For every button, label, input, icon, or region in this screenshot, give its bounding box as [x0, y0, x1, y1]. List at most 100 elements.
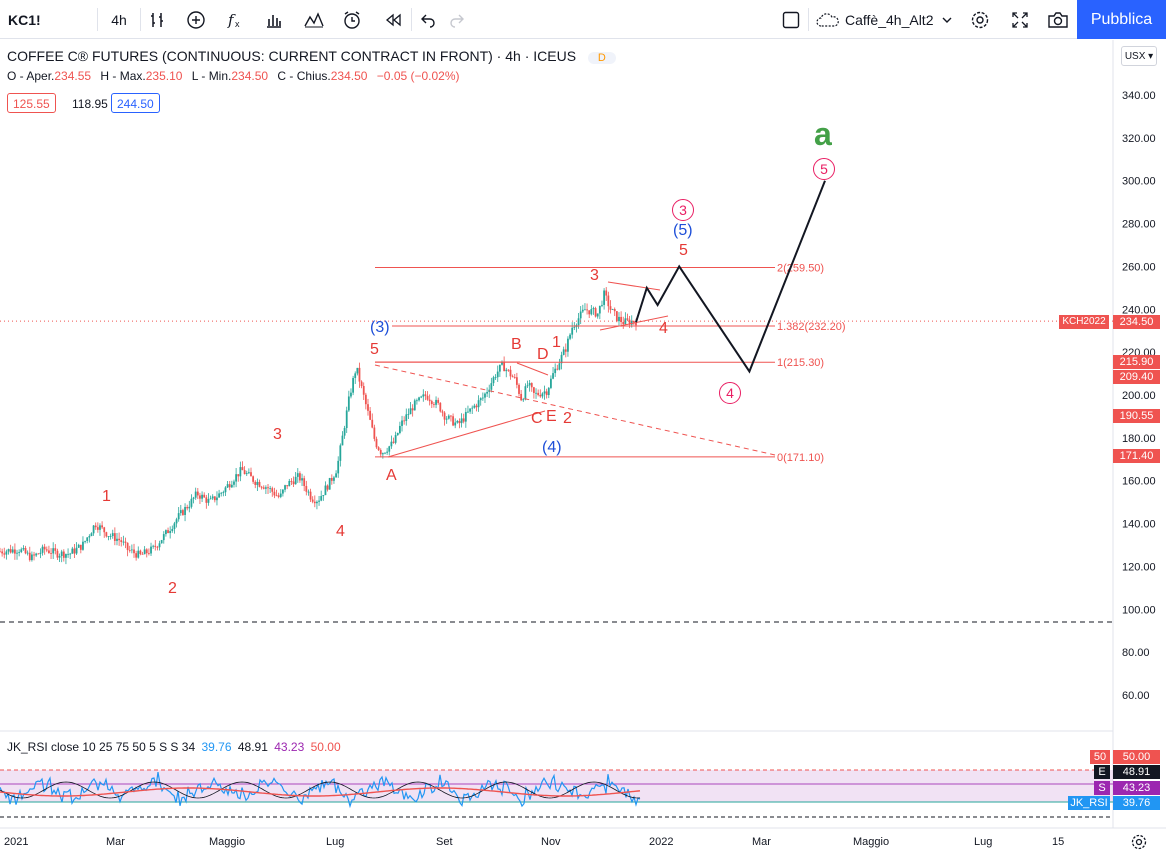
- wave-label-C[interactable]: C: [531, 410, 543, 427]
- candle-body: [3, 553, 6, 555]
- fib-level-label: 1.382(232.20): [777, 321, 846, 333]
- layout-menu[interactable]: Caffè_4h_Alt2: [815, 0, 960, 39]
- price-tick-label: 200.00: [1122, 390, 1156, 402]
- wave-label-(4)[interactable]: (4): [542, 439, 562, 456]
- candle-body: [588, 310, 591, 315]
- rsi-ma-line: [0, 787, 641, 797]
- candle-body: [77, 544, 80, 548]
- rsi-band: [0, 770, 1113, 802]
- candle-body: [16, 552, 18, 554]
- axis-settings-button[interactable]: [1130, 833, 1148, 856]
- wave-label-1b[interactable]: 1: [552, 334, 561, 351]
- wave-label-4[interactable]: 4: [336, 523, 345, 540]
- candle-body: [147, 553, 150, 555]
- candle-body: [384, 452, 386, 454]
- candle-body: [441, 411, 444, 413]
- candle-body: [60, 551, 63, 557]
- candle-body: [241, 467, 244, 471]
- time-axis: 2021 Mar Maggio Lug Set Nov 2022 Mar Maggio Lug 15: [4, 836, 1064, 848]
- candle-body: [545, 391, 548, 396]
- candle-body: [543, 391, 546, 394]
- candle-body: [396, 433, 399, 436]
- sell-price-button[interactable]: 125.55: [7, 93, 56, 113]
- candle-body: [237, 474, 240, 477]
- wave-label-5[interactable]: 5: [370, 341, 379, 358]
- bar-style-button[interactable]: [145, 0, 171, 39]
- wave-label-B[interactable]: B: [511, 336, 522, 353]
- candle-body: [562, 349, 565, 355]
- candle-body: [120, 540, 123, 542]
- redo-icon: [450, 14, 464, 28]
- wave-label-3b[interactable]: 3: [590, 267, 599, 284]
- candle-body: [222, 492, 225, 493]
- rsi-title[interactable]: JK_RSI close 10 25 75 50 5 S S 34: [7, 740, 196, 754]
- wave-label-E[interactable]: E: [546, 408, 557, 425]
- compare-button[interactable]: [301, 0, 327, 39]
- undo-button[interactable]: [417, 0, 439, 39]
- rsi-line: [0, 771, 641, 809]
- fullscreen-checkbox[interactable]: [780, 0, 802, 39]
- time-tick-label: 2022: [649, 836, 673, 848]
- candle-body: [171, 528, 174, 532]
- settings-button[interactable]: [968, 0, 992, 39]
- alert-button[interactable]: [339, 0, 365, 39]
- candle-body: [26, 552, 29, 554]
- buy-price-button[interactable]: 244.50: [111, 93, 160, 113]
- wave-label-4b[interactable]: 4: [659, 320, 668, 337]
- candle-body: [101, 525, 104, 528]
- publish-button[interactable]: Pubblica: [1077, 0, 1166, 39]
- time-tick-label: Mar: [106, 836, 125, 848]
- wave-label-1[interactable]: 1: [102, 488, 111, 505]
- candle-body: [45, 549, 48, 551]
- wave-label-circle-4[interactable]: 4: [719, 382, 741, 404]
- chart-type-button[interactable]: [261, 0, 287, 39]
- fullscreen-button[interactable]: [1008, 0, 1032, 39]
- rsi-tag-s: 43.23: [1113, 781, 1160, 795]
- currency-selector[interactable]: USX ▾: [1121, 46, 1157, 66]
- wave-label-(3)[interactable]: (3): [370, 319, 390, 336]
- candle-body: [31, 554, 33, 561]
- wave-label-a[interactable]: a: [814, 116, 832, 152]
- wave-label-circle-3[interactable]: 3: [672, 199, 694, 221]
- candle-body: [435, 399, 437, 405]
- snapshot-button[interactable]: [1045, 0, 1071, 39]
- candle-body: [411, 408, 414, 411]
- wave-label-2[interactable]: 2: [168, 580, 177, 597]
- chevron-down-icon: [942, 17, 952, 23]
- wave-label-D[interactable]: D: [537, 346, 549, 363]
- wave-label-3[interactable]: 3: [273, 426, 282, 443]
- symbol-title[interactable]: COFFEE C® FUTURES (CONTINUOUS: CURRENT C…: [7, 48, 577, 64]
- symbol-search-button[interactable]: KC1!: [8, 11, 41, 28]
- candle-body: [288, 480, 291, 487]
- candle-body: [296, 473, 299, 477]
- candle-body: [379, 450, 382, 455]
- candle-body: [613, 309, 616, 312]
- candle-body: [182, 510, 184, 515]
- wave-label-(5)[interactable]: (5): [673, 222, 693, 239]
- indicators-button[interactable]: [183, 0, 209, 39]
- candle-body: [467, 411, 469, 413]
- candle-body: [96, 527, 99, 530]
- redo-button[interactable]: [446, 0, 468, 39]
- candle-body: [511, 376, 514, 378]
- wave-label-2b[interactable]: 2: [563, 410, 572, 427]
- candle-body: [573, 326, 576, 328]
- wave-label-A[interactable]: A: [386, 467, 397, 484]
- replay-button[interactable]: [380, 0, 406, 39]
- candle-body: [273, 491, 276, 496]
- wave-label-circle-5[interactable]: 5: [813, 158, 835, 180]
- candle-body: [99, 525, 101, 530]
- gear-icon: [1131, 834, 1147, 850]
- candle-body: [413, 400, 416, 411]
- interval-button[interactable]: 4h: [111, 11, 127, 28]
- candle-body: [426, 395, 429, 400]
- ohlc-change: −0.05 (−0.02%): [376, 69, 460, 83]
- ohlc-low-label: L - Min.: [191, 69, 232, 83]
- wave-label-5b[interactable]: 5: [679, 242, 688, 259]
- candle-body: [577, 318, 580, 326]
- candle-body: [201, 494, 203, 499]
- candle-body: [269, 488, 272, 490]
- candle-body: [130, 549, 133, 551]
